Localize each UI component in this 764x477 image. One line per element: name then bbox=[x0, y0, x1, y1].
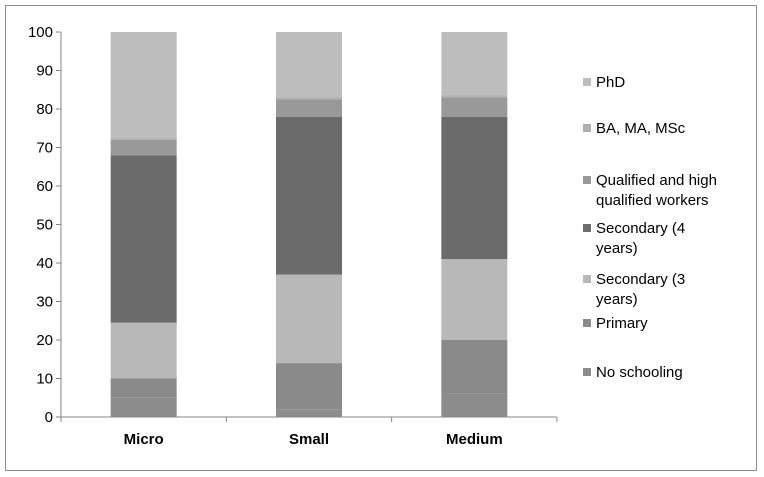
y-tick-label: 50 bbox=[36, 217, 53, 234]
bar-segment bbox=[441, 259, 508, 340]
legend-label: No schooling bbox=[596, 364, 683, 381]
y-tick-label: 40 bbox=[36, 255, 53, 272]
legend-label-line: years) bbox=[596, 291, 638, 308]
legend-label-line: years) bbox=[596, 240, 638, 257]
bar-segment bbox=[441, 116, 508, 260]
y-tick-label: 70 bbox=[36, 140, 53, 157]
legend-label-line: No schooling bbox=[596, 364, 683, 381]
legend-label-line: BA, MA, MSc bbox=[596, 120, 686, 137]
bar-segment bbox=[441, 32, 508, 96]
bar-segment bbox=[441, 97, 508, 117]
y-tick-label: 20 bbox=[36, 332, 53, 349]
bar-segment bbox=[110, 155, 177, 323]
legend-label-line: Secondary (4 bbox=[596, 220, 685, 237]
bar-segment bbox=[441, 393, 508, 417]
legend-swatch bbox=[583, 78, 591, 86]
legend-label-line: PhD bbox=[596, 74, 625, 91]
bar-segment bbox=[110, 137, 177, 140]
bar-segment bbox=[110, 32, 177, 138]
y-tick-label: 10 bbox=[36, 371, 53, 388]
legend-label: Secondary (3 years) bbox=[596, 271, 685, 308]
legend-label: Secondary (4 years) bbox=[596, 220, 685, 257]
bar-segment bbox=[276, 99, 342, 117]
bar-segment bbox=[110, 322, 177, 379]
legend-swatch bbox=[583, 224, 591, 232]
y-tick-label: 30 bbox=[36, 294, 53, 311]
y-tick-label: 90 bbox=[36, 63, 53, 80]
bar-segment bbox=[276, 363, 342, 410]
bar-segment bbox=[441, 340, 508, 394]
y-tick-label: 60 bbox=[36, 178, 53, 195]
x-category-label: Micro bbox=[124, 431, 164, 448]
bar-segment bbox=[276, 274, 342, 364]
legend-label: PhD bbox=[596, 74, 625, 91]
bar-segment bbox=[276, 32, 342, 98]
legend-label-line: Qualified and high bbox=[596, 172, 717, 189]
legend-label-line: Secondary (3 bbox=[596, 271, 685, 288]
x-category-label: Small bbox=[289, 431, 329, 448]
bar-segment bbox=[110, 139, 177, 156]
x-category-label: Medium bbox=[446, 431, 503, 448]
legend-swatch bbox=[583, 368, 591, 376]
y-tick-label: 100 bbox=[28, 24, 53, 41]
bar-segment bbox=[276, 97, 342, 100]
legend-swatch bbox=[583, 176, 591, 184]
legend-label: Qualified and high qualified workers bbox=[596, 172, 717, 209]
bar-segment bbox=[276, 409, 342, 417]
y-tick-label: 80 bbox=[36, 101, 53, 118]
legend-label-line: Primary bbox=[596, 315, 648, 332]
bar-segment bbox=[110, 397, 177, 417]
legend-swatch bbox=[583, 319, 591, 327]
legend-label-line: qualified workers bbox=[596, 192, 709, 209]
bar-segment bbox=[276, 116, 342, 275]
bar-segment bbox=[441, 95, 508, 98]
bar-segment bbox=[110, 378, 177, 398]
legend-swatch bbox=[583, 124, 591, 132]
y-tick-label: 0 bbox=[45, 409, 53, 426]
legend-label: Primary bbox=[596, 315, 648, 332]
legend-label: BA, MA, MSc bbox=[596, 120, 686, 137]
legend-swatch bbox=[583, 275, 591, 283]
